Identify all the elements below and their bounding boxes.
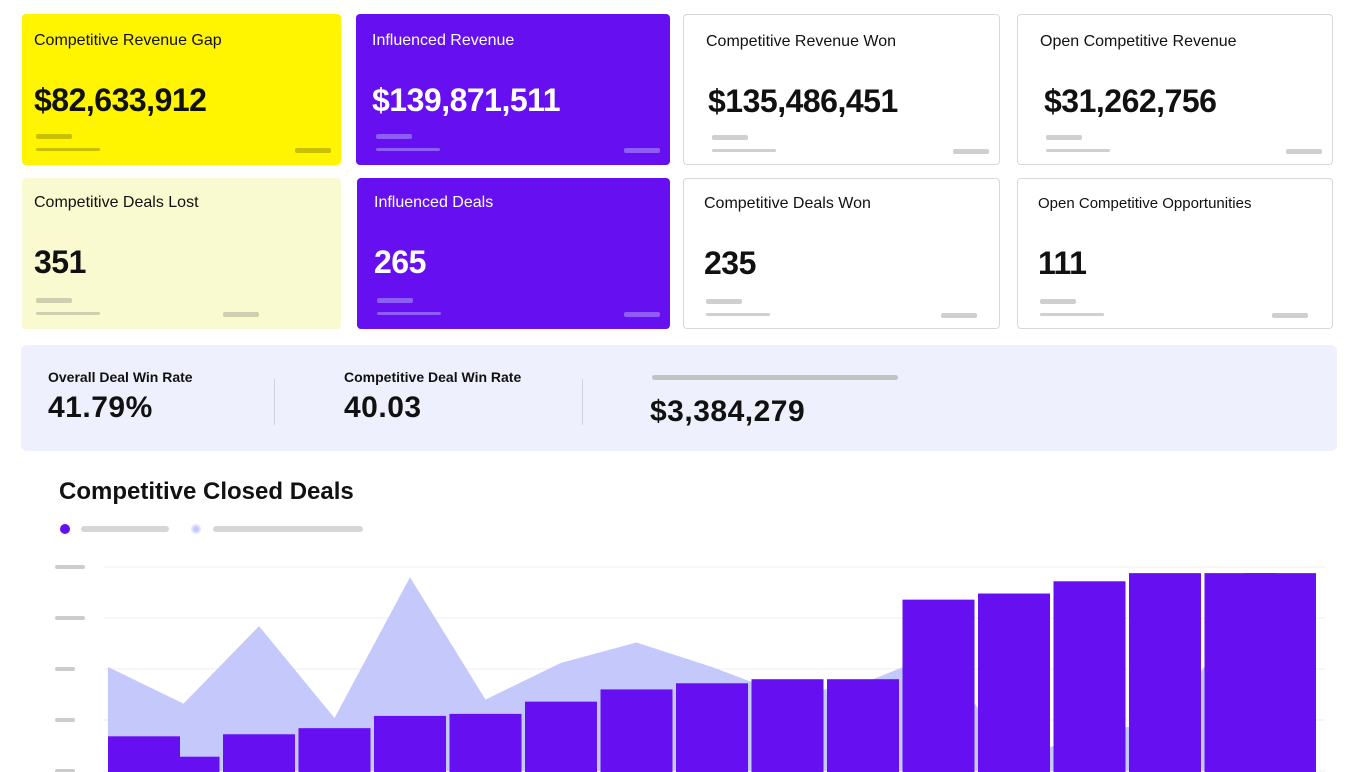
placeholder-bar (36, 298, 72, 303)
y-tick-placeholder (55, 616, 85, 620)
bar[interactable] (449, 713, 522, 772)
card-value: 265 (374, 244, 426, 280)
card-label: Influenced Revenue (372, 32, 515, 49)
card-open-competitive-opportunities[interactable]: Open Competitive Opportunities 111 (1017, 178, 1333, 329)
bar[interactable] (751, 679, 824, 772)
placeholder-bar (295, 148, 331, 153)
bar[interactable] (223, 734, 295, 772)
third-stat: $3,384,279 (650, 375, 805, 429)
overall-deal-win-rate: Overall Deal Win Rate 41.79% (48, 369, 193, 425)
bar[interactable] (1129, 573, 1201, 772)
bar[interactable] (298, 728, 371, 772)
divider (274, 379, 275, 425)
card-competitive-deals-won[interactable]: Competitive Deals Won 235 (683, 178, 1000, 329)
card-label: Competitive Deals Lost (34, 194, 199, 211)
card-influenced-revenue[interactable]: Influenced Revenue $139,871,511 (356, 14, 670, 165)
card-value: 235 (704, 245, 756, 281)
card-label: Open Competitive Revenue (1040, 33, 1237, 50)
placeholder-bar (941, 313, 977, 318)
placeholder-bar (1286, 149, 1322, 154)
legend-dot-bars (60, 524, 70, 534)
legend-dot-area (191, 524, 201, 534)
placeholder-bar (953, 149, 989, 154)
stat-value: 41.79% (48, 391, 153, 424)
chart-area (55, 565, 1325, 772)
bar[interactable] (600, 689, 673, 772)
card-competitive-deals-lost[interactable]: Competitive Deals Lost 351 (22, 178, 341, 329)
card-competitive-revenue-won[interactable]: Competitive Revenue Won $135,486,451 (683, 14, 1000, 165)
placeholder-bar (376, 148, 440, 151)
placeholder-bar (223, 312, 259, 317)
placeholder-bar (712, 135, 748, 140)
placeholder-bar (1046, 149, 1110, 152)
bar[interactable] (676, 683, 748, 772)
placeholder-bar (36, 312, 100, 315)
stat-label: Overall Deal Win Rate (48, 369, 193, 385)
placeholder-bar (624, 148, 660, 153)
placeholder-bar (1272, 313, 1308, 318)
placeholder-bar (377, 312, 441, 315)
card-value: 351 (34, 244, 86, 280)
card-influenced-deals[interactable]: Influenced Deals 265 (357, 178, 670, 329)
placeholder-bar (706, 313, 770, 316)
placeholder-bar (1040, 313, 1104, 316)
card-value: $139,871,511 (372, 82, 560, 118)
bar[interactable] (902, 599, 975, 772)
placeholder-bar (377, 298, 413, 303)
card-value: $82,633,912 (34, 82, 207, 118)
placeholder-bar (624, 312, 660, 317)
competitive-deal-win-rate: Competitive Deal Win Rate 40.03 (344, 369, 521, 425)
card-competitive-revenue-gap[interactable]: Competitive Revenue Gap $82,633,912 (22, 14, 341, 165)
y-tick-placeholder (55, 769, 75, 772)
card-open-competitive-revenue[interactable]: Open Competitive Revenue $31,262,756 (1017, 14, 1333, 165)
card-label: Open Competitive Opportunities (1038, 195, 1252, 212)
card-value: $135,486,451 (708, 83, 898, 119)
placeholder-bar (36, 134, 72, 139)
placeholder-bar (706, 299, 742, 304)
bar[interactable] (147, 756, 220, 772)
win-rate-summary: Overall Deal Win Rate 41.79% Competitive… (21, 345, 1337, 451)
chart-title: Competitive Closed Deals (59, 478, 354, 505)
bar[interactable] (374, 715, 446, 772)
y-tick-placeholder (55, 718, 75, 722)
bar[interactable] (1244, 573, 1316, 772)
placeholder-bar (1046, 135, 1082, 140)
stat-value: $3,384,279 (650, 395, 806, 428)
legend-label-placeholder (81, 526, 169, 532)
bar[interactable] (1053, 581, 1126, 772)
card-value: $31,262,756 (1044, 83, 1217, 119)
y-tick-placeholder (55, 667, 75, 671)
card-label: Competitive Revenue Won (706, 33, 897, 50)
stat-label: Competitive Deal Win Rate (344, 369, 522, 385)
placeholder-bar (376, 134, 412, 139)
placeholder-bar (1040, 299, 1076, 304)
card-label: Competitive Revenue Gap (34, 32, 222, 49)
legend-label-placeholder (213, 526, 363, 532)
bar[interactable] (978, 593, 1050, 772)
bar[interactable] (827, 679, 899, 772)
card-label: Influenced Deals (374, 194, 494, 211)
bar[interactable] (525, 701, 597, 772)
placeholder-bar (36, 148, 100, 151)
y-tick-placeholder (55, 565, 85, 569)
placeholder-bar (652, 375, 898, 380)
stat-value: 40.03 (344, 391, 422, 424)
card-label: Competitive Deals Won (704, 195, 871, 212)
divider (582, 379, 583, 425)
card-value: 111 (1038, 245, 1087, 281)
placeholder-bar (712, 149, 776, 152)
